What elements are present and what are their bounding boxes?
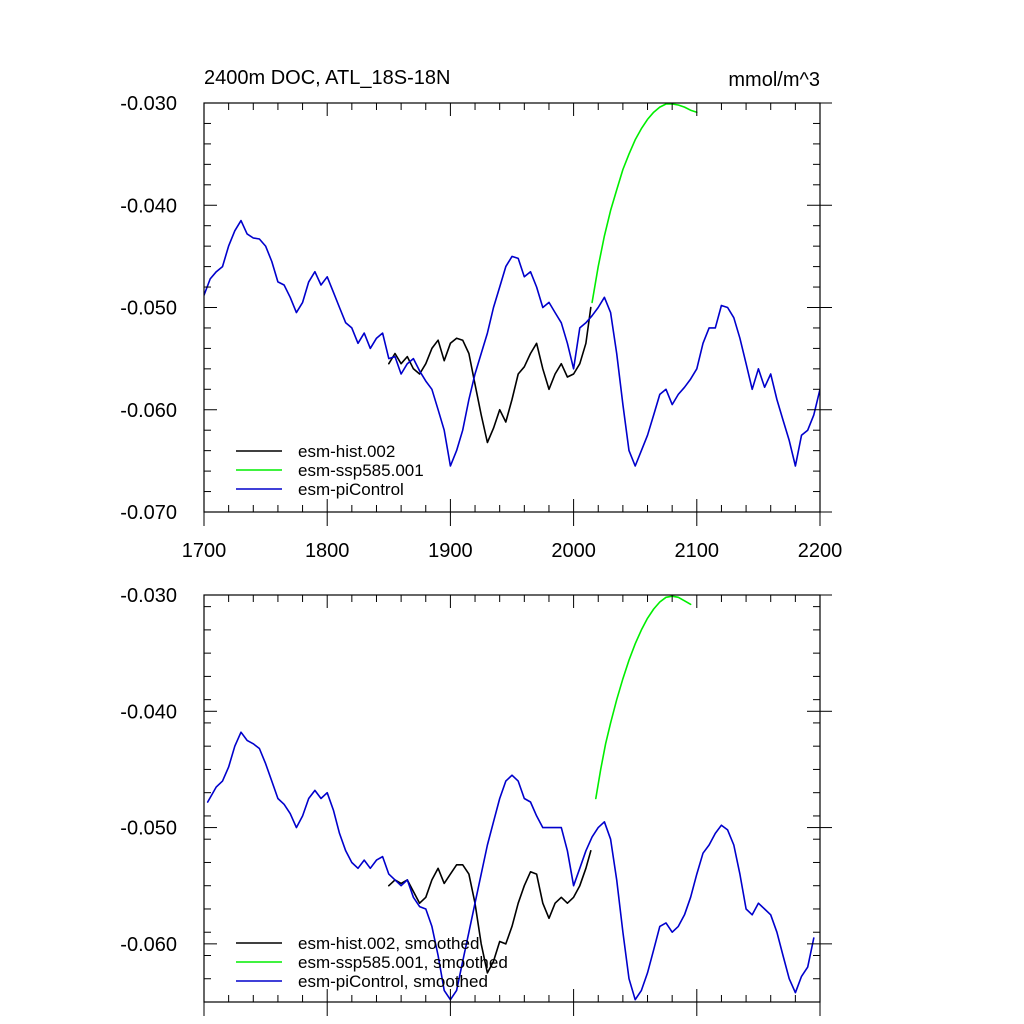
top-panel: 2400m DOC, ATL_18S-18N mmol/m^3 1700 1800…	[120, 67, 842, 562]
x-tick-label: 1700	[182, 540, 227, 562]
series-line-2	[204, 219, 820, 467]
y-tick-label: -0.050	[120, 298, 177, 320]
series-layer	[204, 103, 820, 467]
ticks-layer: 1700 1800 1900 2000 2100 2200 -0.070 -0.060 -0.0…	[120, 93, 842, 562]
legend-label: esm-ssp585.001, smoothed	[298, 953, 508, 972]
legend-label: esm-ssp585.001	[298, 461, 424, 480]
series-layer	[206, 595, 815, 1001]
series-line-0	[387, 306, 592, 444]
y-tick-label: -0.060	[120, 400, 177, 422]
plot-frame	[203, 102, 821, 513]
legend-label: esm-hist.002, smoothed	[298, 934, 479, 953]
y-tick-label: -0.030	[120, 585, 177, 607]
series-line-2	[206, 731, 815, 1001]
x-tick-label: 2000	[551, 540, 596, 562]
legend-label: esm-piControl, smoothed	[298, 972, 488, 991]
x-tick-label: 2100	[675, 540, 720, 562]
y-tick-label: -0.040	[120, 701, 177, 723]
y-tick-label: -0.060	[120, 934, 177, 956]
y-tick-label: -0.030	[120, 93, 177, 115]
x-tick-label: 1900	[428, 540, 473, 562]
y-tick-label: -0.070	[120, 502, 177, 524]
series-line-1	[594, 595, 692, 800]
y-tick-label: -0.040	[120, 195, 177, 217]
legend-label: esm-piControl	[298, 480, 404, 499]
legend-label: esm-hist.002	[298, 442, 395, 461]
chart-title: 2400m DOC, ATL_18S-18N	[204, 67, 450, 89]
x-tick-label: 1800	[305, 540, 350, 562]
series-line-0	[387, 849, 592, 974]
x-tick-label: 2200	[798, 540, 843, 562]
ticks-layer: -0.060 -0.050 -0.040 -0.030	[120, 585, 832, 1016]
units-label: mmol/m^3	[728, 69, 820, 91]
bottom-panel: -0.060 -0.050 -0.040 -0.030 esm-hist.002, s…	[120, 585, 832, 1016]
series-line-1	[591, 103, 698, 304]
plot-frame	[203, 594, 821, 1003]
y-tick-label: -0.050	[120, 818, 177, 840]
